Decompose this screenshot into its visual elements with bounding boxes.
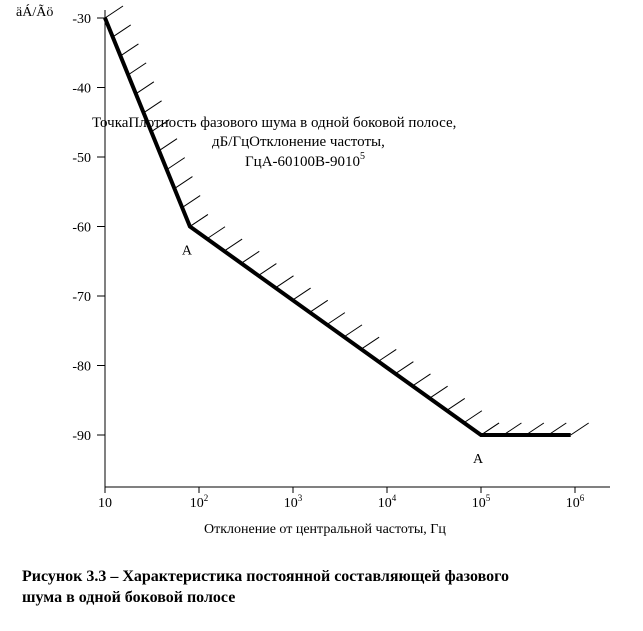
y-tick-label: -50 <box>72 151 91 166</box>
x-ticks: 10 102 103 104 105 106 <box>98 487 585 511</box>
x-tick-label: 103 <box>284 493 303 511</box>
x-tick-exp: 2 <box>204 493 209 503</box>
x-axis-label: Отклонение от центральной частоты, Гц <box>204 522 446 537</box>
figure-caption-line-1: Рисунок 3.3 – Характеристика постоянной … <box>22 568 509 585</box>
x-tick-exp: 4 <box>392 493 397 503</box>
hatch-mark <box>412 373 431 387</box>
x-tick-label: 10 <box>98 496 112 511</box>
y-tick-label: -40 <box>72 82 91 97</box>
x-tick-label: 105 <box>472 493 491 511</box>
hatching-marks <box>104 5 589 436</box>
hatch-mark <box>151 119 170 133</box>
series-line <box>103 17 571 437</box>
chart-title-line-1: ТочкаПлотность фазового шума в одной бок… <box>92 115 456 131</box>
hatch-mark <box>446 398 466 411</box>
hatch-mark <box>127 62 147 76</box>
chart-title: ТочкаПлотность фазового шума в одной бок… <box>92 115 456 170</box>
chart-title-line-3-text: ГцA-60100B-9010 <box>245 154 360 170</box>
hatch-mark <box>223 238 243 252</box>
hatch-mark <box>258 263 277 276</box>
hatch-mark <box>135 81 155 95</box>
x-tick-base: 10 <box>378 496 392 511</box>
hatch-mark <box>166 157 186 171</box>
x-tick-exp: 5 <box>486 493 491 503</box>
hatch-mark <box>112 24 131 38</box>
hatch-mark <box>309 299 329 313</box>
hatch-mark <box>275 275 294 289</box>
axes <box>104 10 610 488</box>
x-tick-label: 106 <box>566 493 585 511</box>
point-label: A <box>182 244 193 259</box>
y-axis-label: äÁ/Ãö <box>16 3 53 20</box>
y-tick-label: -80 <box>72 360 91 375</box>
x-tick-base: 10 <box>190 496 204 511</box>
figure-caption-line-2: шума в одной боковой полосе <box>22 589 236 606</box>
hatch-mark <box>240 250 260 264</box>
x-tick-base: 10 <box>284 496 298 511</box>
x-tick-base: 10 <box>566 496 580 511</box>
x-tick-label: 102 <box>190 493 209 511</box>
point-labels: AA <box>182 244 484 468</box>
hatch-mark <box>189 214 209 227</box>
hatch-mark <box>292 287 311 301</box>
chart-title-line-3: ГцA-60100B-90105 <box>245 151 365 170</box>
y-ticks: -30 -40 -50 -60 -70 -80 -90 <box>72 12 105 444</box>
point-label: A <box>473 452 484 467</box>
hatch-mark <box>429 385 448 399</box>
y-tick-label: -90 <box>72 429 91 444</box>
hatch-mark <box>143 100 162 114</box>
x-tick-label: 104 <box>378 493 397 511</box>
chart-title-line-3-sup: 5 <box>360 151 365 162</box>
hatch-mark <box>343 324 363 338</box>
hatch-mark <box>377 348 397 362</box>
hatch-mark <box>395 361 414 375</box>
x-tick-exp: 6 <box>580 493 585 503</box>
hatch-mark <box>326 312 346 326</box>
figure-caption: Рисунок 3.3 – Характеристика постоянной … <box>22 566 622 608</box>
y-tick-label: -70 <box>72 290 91 305</box>
hatch-mark <box>158 138 178 152</box>
hatch-mark <box>120 43 139 57</box>
hatch-mark <box>463 410 483 424</box>
y-tick-label: -30 <box>72 12 91 27</box>
hatch-mark <box>104 5 124 19</box>
hatch-mark <box>181 195 201 208</box>
hatch-mark <box>570 422 589 436</box>
y-tick-label: -60 <box>72 221 91 236</box>
x-tick-exp: 3 <box>298 493 303 503</box>
hatch-mark <box>206 226 226 240</box>
hatch-mark <box>174 176 193 190</box>
hatch-mark <box>360 336 380 350</box>
x-tick-base: 10 <box>98 496 112 511</box>
x-tick-base: 10 <box>472 496 486 511</box>
chart-title-line-2: дБ/ГцОтклонение частоты, <box>212 134 385 150</box>
